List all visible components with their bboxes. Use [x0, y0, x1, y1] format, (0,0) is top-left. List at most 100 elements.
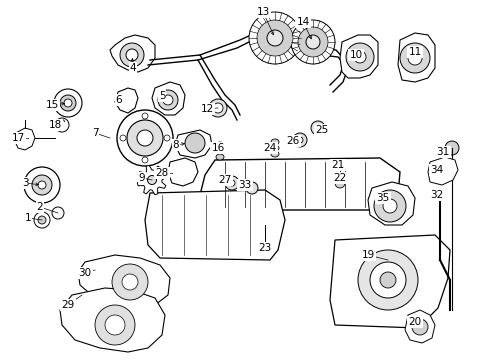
Circle shape [112, 264, 148, 300]
Polygon shape [115, 88, 138, 113]
Circle shape [297, 27, 327, 57]
Text: 31: 31 [435, 147, 448, 157]
Polygon shape [329, 235, 449, 328]
Text: 13: 13 [256, 7, 269, 17]
Circle shape [24, 167, 60, 203]
Circle shape [266, 30, 283, 46]
Circle shape [117, 110, 173, 166]
Circle shape [127, 120, 163, 156]
Text: 20: 20 [407, 317, 421, 327]
Circle shape [373, 190, 405, 222]
Circle shape [120, 43, 143, 67]
Ellipse shape [216, 142, 224, 148]
Circle shape [34, 212, 50, 228]
Polygon shape [168, 158, 198, 186]
Polygon shape [152, 82, 184, 115]
Circle shape [126, 49, 138, 61]
Circle shape [248, 12, 301, 64]
Circle shape [184, 133, 204, 153]
Circle shape [105, 315, 125, 335]
Text: 23: 23 [258, 243, 271, 253]
Circle shape [158, 90, 178, 110]
Circle shape [208, 99, 226, 117]
Circle shape [314, 125, 320, 131]
Text: 5: 5 [159, 91, 165, 101]
Polygon shape [339, 35, 377, 78]
Circle shape [399, 43, 429, 73]
Text: 9: 9 [139, 173, 145, 183]
Text: 32: 32 [429, 190, 443, 200]
Text: 35: 35 [376, 193, 389, 203]
Text: 22: 22 [333, 173, 346, 183]
Ellipse shape [270, 151, 279, 157]
Circle shape [407, 51, 421, 65]
Circle shape [95, 305, 135, 345]
Text: 18: 18 [48, 120, 61, 130]
Text: 30: 30 [78, 268, 91, 278]
Text: 29: 29 [61, 300, 75, 310]
Polygon shape [427, 157, 457, 185]
Circle shape [120, 135, 126, 141]
Circle shape [382, 199, 396, 213]
Circle shape [334, 178, 345, 188]
Circle shape [310, 121, 325, 135]
Polygon shape [145, 190, 285, 260]
Circle shape [369, 262, 405, 298]
Text: 33: 33 [238, 180, 251, 190]
Circle shape [122, 274, 138, 290]
Circle shape [54, 89, 82, 117]
Text: 6: 6 [116, 95, 122, 105]
Text: 7: 7 [92, 128, 98, 138]
Polygon shape [397, 33, 434, 82]
Text: 28: 28 [155, 168, 168, 178]
Circle shape [60, 95, 76, 111]
Polygon shape [12, 128, 35, 150]
Circle shape [55, 118, 69, 132]
Circle shape [346, 43, 373, 71]
Text: 25: 25 [315, 125, 328, 135]
Circle shape [290, 20, 334, 64]
Text: 12: 12 [200, 104, 213, 114]
Circle shape [357, 250, 417, 310]
Circle shape [163, 135, 170, 141]
Text: 24: 24 [263, 143, 276, 153]
Text: 21: 21 [331, 160, 344, 170]
Circle shape [228, 180, 235, 186]
Circle shape [38, 181, 46, 189]
Text: 1: 1 [24, 213, 31, 223]
Circle shape [296, 137, 303, 143]
Circle shape [64, 99, 72, 107]
Circle shape [137, 130, 153, 146]
Text: 8: 8 [172, 140, 179, 150]
Polygon shape [137, 165, 166, 195]
Text: 17: 17 [11, 133, 24, 143]
Circle shape [257, 20, 292, 56]
Text: 3: 3 [21, 178, 28, 188]
Circle shape [142, 157, 148, 163]
Text: 14: 14 [296, 17, 309, 27]
Text: 2: 2 [37, 202, 43, 212]
Circle shape [32, 175, 52, 195]
Text: 34: 34 [429, 165, 443, 175]
Text: 15: 15 [45, 100, 59, 110]
Polygon shape [110, 35, 155, 72]
Circle shape [245, 182, 258, 194]
Text: 10: 10 [349, 50, 362, 60]
Ellipse shape [270, 145, 279, 151]
Polygon shape [367, 182, 414, 225]
Polygon shape [175, 130, 212, 158]
Circle shape [353, 51, 365, 63]
Circle shape [147, 175, 156, 184]
Circle shape [142, 113, 148, 119]
Text: 27: 27 [218, 175, 231, 185]
Polygon shape [78, 255, 170, 308]
Ellipse shape [270, 139, 279, 145]
Circle shape [411, 319, 427, 335]
Circle shape [38, 216, 46, 224]
Circle shape [379, 272, 395, 288]
Ellipse shape [216, 148, 224, 154]
Circle shape [444, 141, 458, 155]
Polygon shape [200, 158, 399, 210]
Text: 11: 11 [407, 47, 421, 57]
Ellipse shape [216, 154, 224, 160]
